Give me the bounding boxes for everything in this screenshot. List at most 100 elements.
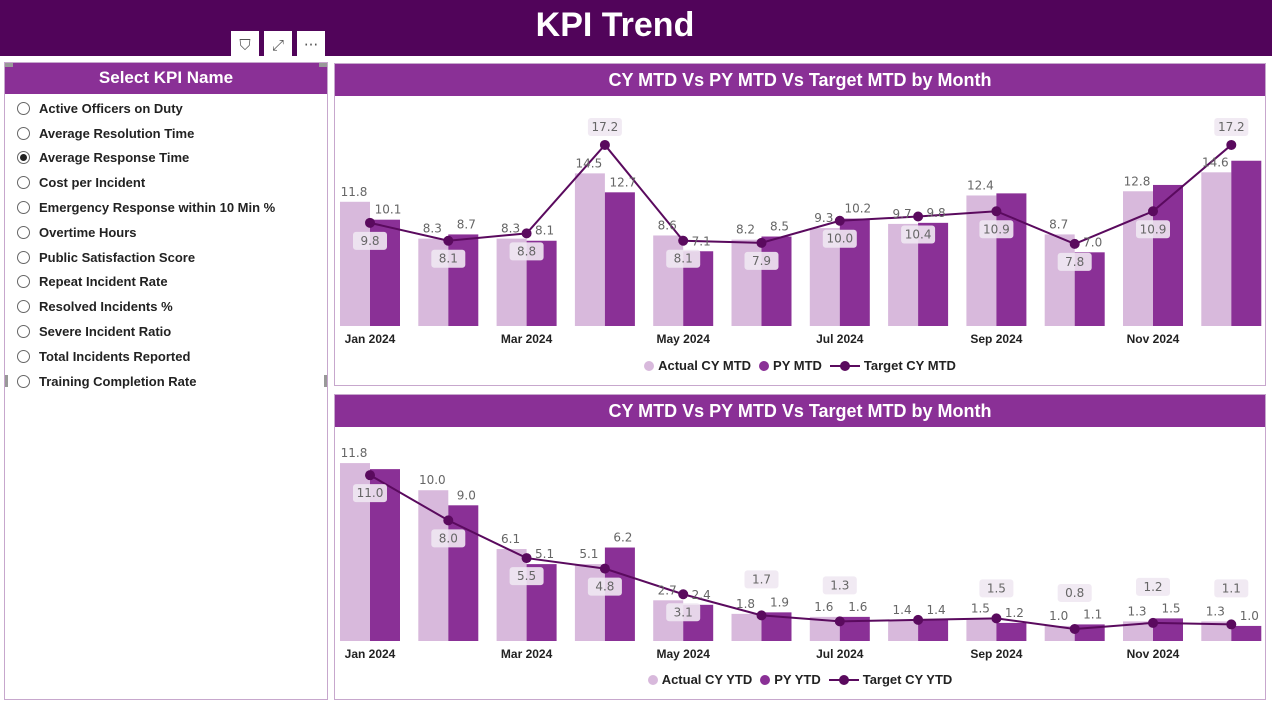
- data-label-cy: 8.7: [1049, 217, 1068, 231]
- slicer-option[interactable]: Total Incidents Reported: [17, 344, 327, 369]
- data-label-target: 7.9: [752, 254, 771, 268]
- bar-cy: [340, 201, 370, 326]
- data-label-target: 10.9: [1140, 222, 1167, 236]
- data-label-target: 1.3: [830, 578, 849, 592]
- slicer-option[interactable]: Average Resolution Time: [17, 121, 327, 146]
- slicer-option[interactable]: Repeat Incident Rate: [17, 270, 327, 295]
- data-label-cy: 9.7: [893, 207, 912, 221]
- slicer-option[interactable]: Cost per Incident: [17, 170, 327, 195]
- radio-button[interactable]: [17, 126, 30, 140]
- data-label-target: 8.1: [439, 252, 458, 266]
- x-tick-label: Jan 2024: [345, 647, 396, 661]
- radio-button[interactable]: [17, 250, 30, 264]
- bar-py: [1231, 625, 1262, 641]
- data-label-py: 2.4: [692, 588, 711, 602]
- target-label-box: [1057, 583, 1092, 602]
- target-point: [521, 553, 532, 564]
- radio-button[interactable]: [17, 325, 30, 339]
- target-point: [913, 211, 924, 222]
- slicer-option[interactable]: Severe Incident Ratio: [17, 319, 327, 344]
- data-label-cy: 1.6: [814, 600, 833, 614]
- data-label-cy: 12.8: [1124, 174, 1151, 188]
- radio-button[interactable]: [17, 176, 30, 190]
- slicer-option-label: Training Completion Rate: [39, 373, 197, 389]
- data-label-target: 4.8: [595, 580, 614, 594]
- radio-button[interactable]: [17, 225, 30, 239]
- radio-button[interactable]: [17, 201, 30, 215]
- mtd-chart: Jan 2024 Mar 2024 May 2024 Jul 2024 Sep 2024…: [340, 117, 1262, 346]
- data-label-py: 1.4: [927, 603, 946, 617]
- bar-cy: [888, 619, 919, 641]
- data-label-cy: 14.5: [576, 156, 603, 170]
- legend-label: Actual CY YTD: [661, 672, 753, 687]
- bar-cy: [418, 490, 449, 641]
- target-label-box: [353, 484, 387, 503]
- slicer-option[interactable]: Training Completion Rate: [17, 369, 327, 394]
- report-header: KPI Trend: [0, 0, 1272, 56]
- bar-py: [996, 193, 1027, 326]
- target-label-box: [509, 242, 544, 261]
- target-point: [365, 470, 375, 481]
- data-label-cy: 1.0: [1049, 609, 1068, 623]
- radio-button[interactable]: [17, 300, 30, 314]
- target-label-box: [822, 229, 857, 248]
- bar-cy: [966, 618, 997, 641]
- legend-label: PY MTD: [773, 358, 822, 373]
- legend-item[interactable]: Target CY YTD: [828, 672, 952, 687]
- data-label-py: 10.2: [844, 202, 871, 216]
- slicer-options: Active Officers on Duty Average Resolutio…: [5, 94, 327, 394]
- legend-swatch: [647, 674, 658, 685]
- data-label-target: 1.7: [752, 572, 771, 586]
- slicer-option[interactable]: Emergency Response within 10 Min %: [17, 195, 327, 220]
- target-point: [521, 228, 532, 239]
- data-label-cy: 1.3: [1127, 604, 1146, 618]
- focus-mode-icon[interactable]: ⤢: [264, 31, 292, 58]
- data-label-py: 8.5: [770, 220, 789, 234]
- target-label-box: [979, 579, 1014, 598]
- data-label-py: 1.2: [1005, 606, 1024, 620]
- data-label-target: 1.2: [1143, 580, 1162, 594]
- legend-item[interactable]: Actual CY MTD: [644, 358, 751, 373]
- resize-handle[interactable]: [5, 63, 13, 67]
- data-label-target: 9.8: [360, 234, 379, 248]
- target-point: [834, 616, 845, 627]
- legend-item[interactable]: PY YTD: [760, 672, 821, 687]
- legend-item[interactable]: PY MTD: [759, 358, 822, 373]
- data-label-target: 8.1: [674, 252, 693, 266]
- slicer-option[interactable]: Resolved Incidents %: [17, 294, 327, 319]
- data-label-cy: 11.8: [341, 185, 368, 199]
- target-point: [834, 215, 845, 226]
- slicer-option-label: Emergency Response within 10 Min %: [39, 200, 276, 216]
- filter-icon[interactable]: ⛉: [231, 31, 259, 58]
- chart-legend: Actual CY YTD PY YTD Target CY YTD: [335, 672, 1265, 687]
- data-label-target: 1.5: [987, 581, 1006, 595]
- target-point: [991, 206, 1002, 217]
- target-label-box: [744, 251, 779, 270]
- page-title: KPI Trend: [535, 6, 695, 44]
- radio-button[interactable]: [17, 101, 30, 115]
- data-label-py: 9.8: [927, 206, 946, 220]
- more-options-icon[interactable]: ···: [297, 31, 325, 58]
- legend-item[interactable]: Target CY MTD: [829, 358, 956, 373]
- slicer-option[interactable]: Active Officers on Duty: [17, 96, 327, 121]
- resize-handle[interactable]: [319, 63, 327, 67]
- slicer-option[interactable]: Overtime Hours: [17, 220, 327, 245]
- bar-cy: [653, 235, 684, 326]
- radio-button[interactable]: [17, 374, 30, 388]
- target-point: [913, 614, 924, 625]
- resize-handle[interactable]: [5, 375, 8, 387]
- legend-swatch: [829, 360, 860, 371]
- legend-item[interactable]: Actual CY YTD: [647, 672, 753, 687]
- x-tick-label: Sep 2024: [970, 647, 1022, 661]
- radio-button[interactable]: [17, 151, 30, 165]
- slicer-option-label: Resolved Incidents %: [39, 299, 173, 315]
- slicer-option[interactable]: Average Response Time: [17, 146, 327, 171]
- resize-handle[interactable]: [324, 375, 327, 387]
- data-label-py: 5.1: [535, 547, 554, 561]
- radio-button[interactable]: [17, 275, 30, 289]
- visual-header-toolbar: ⛉ ⤢ ···: [231, 31, 325, 58]
- slicer-option[interactable]: Public Satisfaction Score: [17, 245, 327, 270]
- legend-label: Actual CY MTD: [658, 358, 752, 373]
- radio-button[interactable]: [17, 349, 30, 363]
- target-label-box: [1136, 577, 1170, 596]
